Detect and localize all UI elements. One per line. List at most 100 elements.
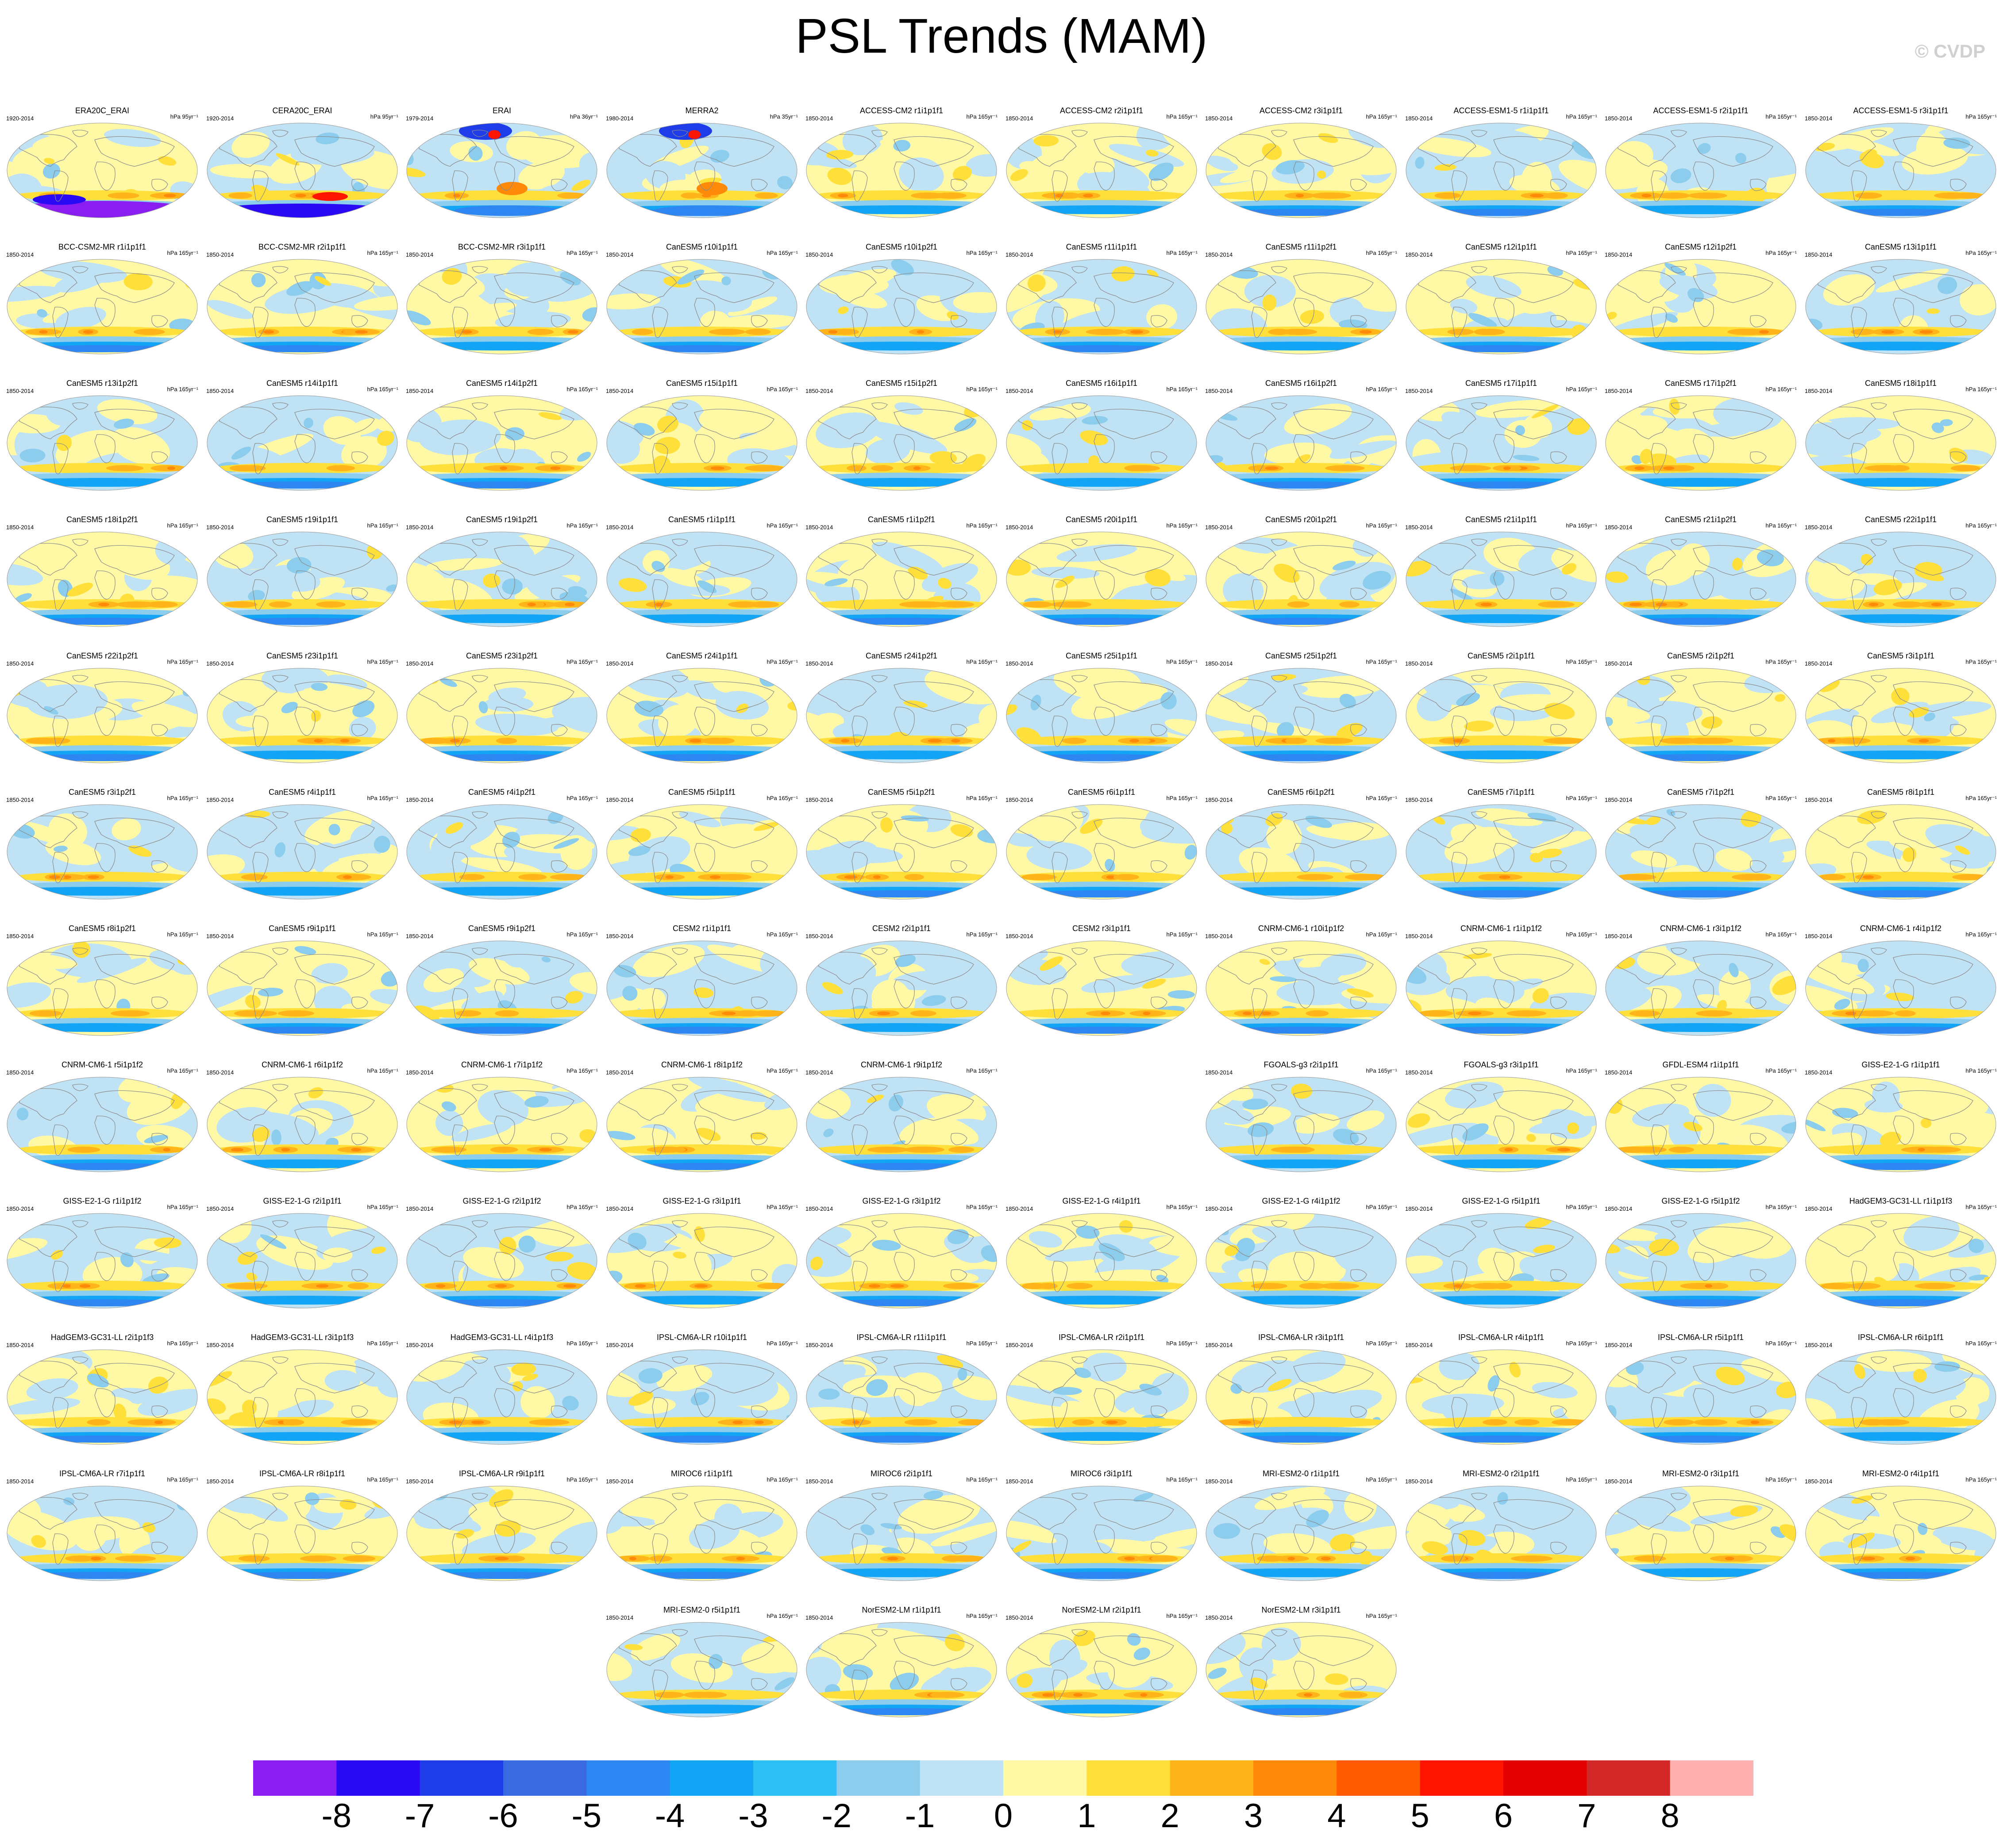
map-panel: CanESM5 r2i1p2f1 1850-2014 hPa 165yr⁻¹	[1605, 651, 1797, 766]
panel-years: 1850-2014	[1405, 1342, 1433, 1348]
panel-units: hPa 165yr⁻¹	[1366, 250, 1397, 256]
map-panel: CanESM5 r2i1p1f1 1850-2014 hPa 165yr⁻¹	[1405, 651, 1597, 766]
panel-title: CanESM5 r6i1p1f1	[1067, 788, 1136, 797]
panel-title: ACCESS-ESM1-5 r1i1p1f1	[1453, 106, 1549, 115]
panel-years: 1850-2014	[1005, 524, 1033, 531]
map-panel: IPSL-CM6A-LR r9i1p1f1 1850-2014 hPa 165yr⁻…	[406, 1469, 598, 1583]
map-panel: CESM2 r2i1p1f1 1850-2014 hPa 165yr⁻¹	[805, 924, 998, 1038]
panel-title: CanESM5 r24i1p2f1	[865, 651, 938, 660]
map-panel: GISS-E2-1-G r2i1p1f2 1850-2014 hPa 165yr⁻¹	[406, 1197, 598, 1311]
panel-units: hPa 165yr⁻¹	[1965, 1340, 1997, 1347]
map-panel: BCC-CSM2-MR r2i1p1f1 1850-2014 hPa 165yr⁻¹	[206, 243, 398, 357]
trend-map	[7, 1486, 198, 1581]
panel-title: CanESM5 r20i1p1f1	[1065, 515, 1138, 524]
panel-title: ACCESS-ESM1-5 r2i1p1f1	[1653, 106, 1749, 115]
colorbar-tick-label: 4	[1327, 1797, 1346, 1835]
map-panel: CanESM5 r14i1p2f1 1850-2014 hPa 165yr⁻¹	[406, 379, 598, 493]
panel-title: GISS-E2-1-G r5i1p1f2	[1661, 1197, 1740, 1205]
panel-title: IPSL-CM6A-LR r11i1p1f1	[856, 1333, 947, 1342]
panel-units: hPa 165yr⁻¹	[1366, 1340, 1397, 1347]
panel-units: hPa 165yr⁻¹	[566, 386, 598, 393]
map-panel: GISS-E2-1-G r5i1p1f1 1850-2014 hPa 165yr⁻¹	[1405, 1197, 1597, 1311]
panel-title: GISS-E2-1-G r1i1p1f2	[63, 1197, 142, 1205]
map-panel: CanESM5 r18i1p1f1 1850-2014 hPa 165yr⁻¹	[1805, 379, 1997, 493]
panel-title: BCC-CSM2-MR r3i1p1f1	[458, 243, 546, 251]
map-panel: CNRM-CM6-1 r5i1p1f2 1850-2014 hPa 165yr⁻¹	[6, 1060, 198, 1174]
map-panel: IPSL-CM6A-LR r5i1p1f1 1850-2014 hPa 165yr⁻…	[1605, 1333, 1797, 1447]
panel-title: CanESM5 r2i1p2f1	[1667, 651, 1735, 660]
colorbar-swatch	[670, 1760, 754, 1796]
trend-map	[7, 1213, 198, 1309]
panel-units: hPa 165yr⁻¹	[966, 522, 998, 529]
panel-years: 1850-2014	[606, 1614, 634, 1621]
panel-units: hPa 165yr⁻¹	[1566, 931, 1597, 938]
panel-units: hPa 165yr⁻¹	[1765, 250, 1797, 256]
colorbar-swatch	[586, 1760, 670, 1796]
panel-units: hPa 165yr⁻¹	[1965, 1067, 1997, 1074]
panel-title: CNRM-CM6-1 r9i1p1f2	[860, 1060, 943, 1069]
panel-units: hPa 165yr⁻¹	[767, 1613, 798, 1619]
panel-years: 1850-2014	[805, 1614, 833, 1621]
panel-units: hPa 165yr⁻¹	[367, 250, 398, 256]
panel-years: 1850-2014	[1205, 115, 1233, 122]
map-panel: CanESM5 r8i1p1f1 1850-2014 hPa 165yr⁻¹	[1805, 788, 1997, 902]
colorbar-swatch	[1420, 1760, 1504, 1796]
panel-years: 1850-2014	[1005, 1342, 1033, 1348]
panel-years: 1850-2014	[1805, 660, 1833, 667]
trend-map	[1805, 1077, 1996, 1172]
panel-years: 1850-2014	[1805, 1205, 1833, 1212]
map-panel: FGOALS-g3 r3i1p1f1 1850-2014 hPa 165yr⁻¹	[1405, 1060, 1597, 1174]
panel-years: 1850-2014	[1005, 115, 1033, 122]
trend-map	[1605, 395, 1796, 491]
trend-map	[406, 804, 597, 900]
map-panel: GISS-E2-1-G r2i1p1f1 1850-2014 hPa 165yr⁻¹	[206, 1197, 398, 1311]
panel-years: 1850-2014	[1805, 524, 1833, 531]
panel-title: CanESM5 r19i1p1f1	[266, 515, 339, 524]
panel-units: hPa 165yr⁻¹	[1965, 522, 1997, 529]
panel-units: hPa 165yr⁻¹	[767, 931, 798, 938]
panel-years: 1850-2014	[1005, 660, 1033, 667]
map-panel: CanESM5 r15i1p1f1 1850-2014 hPa 165yr⁻¹	[606, 379, 798, 493]
panel-units: hPa 165yr⁻¹	[1566, 1476, 1597, 1483]
panel-units: hPa 36yr⁻¹	[570, 113, 598, 120]
map-panel: CanESM5 r20i1p1f1 1850-2014 hPa 165yr⁻¹	[1005, 515, 1198, 629]
panel-title: CanESM5 r5i1p2f1	[867, 788, 936, 797]
panel-title: CanESM5 r4i1p1f1	[268, 788, 336, 797]
panel-years: 1850-2014	[1805, 115, 1833, 122]
map-panel: CanESM5 r6i1p1f1 1850-2014 hPa 165yr⁻¹	[1005, 788, 1198, 902]
map-panel: CanESM5 r25i1p2f1 1850-2014 hPa 165yr⁻¹	[1205, 651, 1397, 766]
panel-years: 1850-2014	[1005, 933, 1033, 939]
trend-map	[1605, 1213, 1796, 1309]
panel-title: MIROC6 r2i1p1f1	[870, 1469, 933, 1478]
colorbar-swatch	[920, 1760, 1004, 1796]
panel-years: 1850-2014	[1605, 1478, 1633, 1485]
panel-title: CanESM5 r14i1p2f1	[466, 379, 538, 388]
map-panel: CanESM5 r13i1p2f1 1850-2014 hPa 165yr⁻¹	[6, 379, 198, 493]
panel-years: 1850-2014	[406, 388, 434, 394]
panel-units: hPa 165yr⁻¹	[1566, 522, 1597, 529]
panel-title: IPSL-CM6A-LR r8i1p1f1	[259, 1469, 346, 1478]
trend-map	[1406, 1077, 1597, 1172]
panel-units: hPa 165yr⁻¹	[966, 386, 998, 393]
trend-map	[606, 940, 797, 1036]
panel-units: hPa 165yr⁻¹	[966, 795, 998, 801]
panel-years: 1850-2014	[1205, 933, 1233, 939]
trend-map	[1006, 1486, 1197, 1581]
panel-years: 1850-2014	[406, 1342, 434, 1348]
panel-units: hPa 165yr⁻¹	[167, 795, 198, 801]
colorbar-swatch	[1086, 1760, 1171, 1796]
panel-years: 1850-2014	[805, 524, 833, 531]
panel-title: CanESM5 r13i1p2f1	[66, 379, 139, 388]
map-panel: CanESM5 r14i1p1f1 1850-2014 hPa 165yr⁻¹	[206, 379, 398, 493]
panel-years: 1850-2014	[1605, 1069, 1633, 1076]
panel-years: 1850-2014	[206, 660, 234, 667]
panel-units: hPa 165yr⁻¹	[566, 1067, 598, 1074]
trend-map	[406, 668, 597, 763]
panel-title: GISS-E2-1-G r4i1p1f2	[1262, 1197, 1340, 1205]
map-panel: CanESM5 r23i1p2f1 1850-2014 hPa 165yr⁻¹	[406, 651, 598, 766]
panel-title: FGOALS-g3 r2i1p1f1	[1263, 1060, 1339, 1069]
panel-years: 1850-2014	[206, 797, 234, 803]
map-panel: GISS-E2-1-G r5i1p1f2 1850-2014 hPa 165yr⁻¹	[1605, 1197, 1797, 1311]
trend-map	[1206, 1349, 1397, 1445]
